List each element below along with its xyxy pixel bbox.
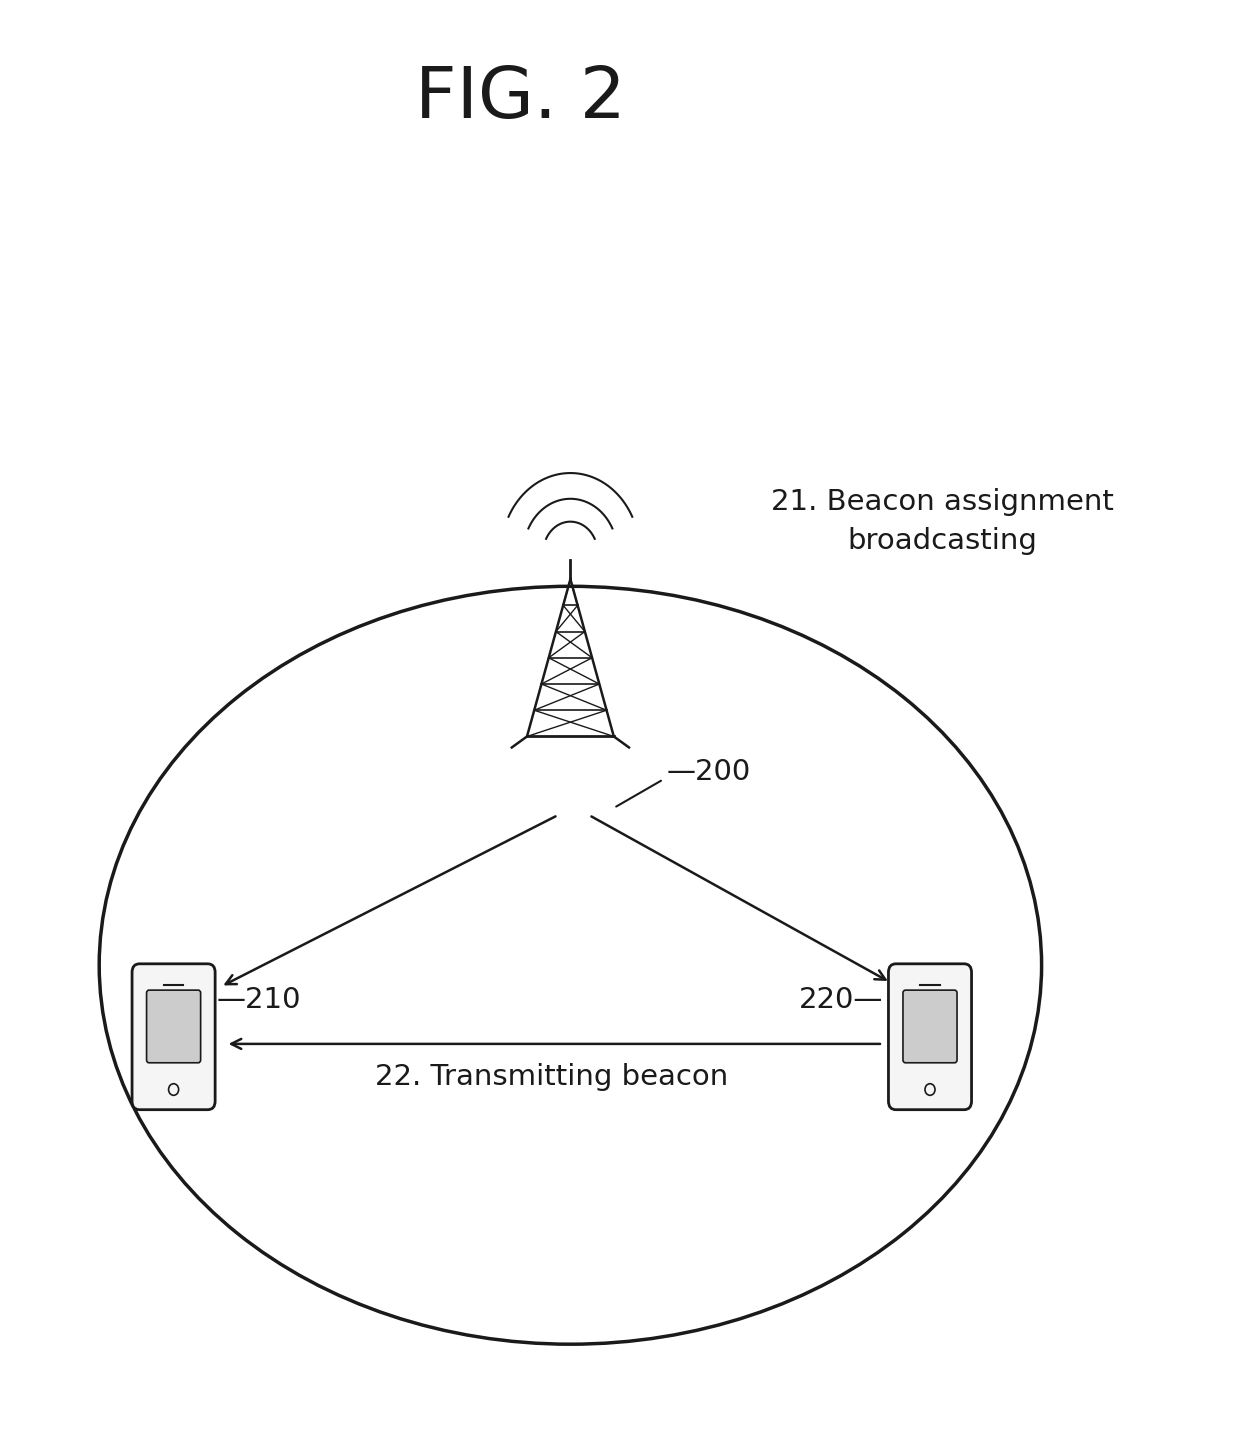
Text: 21. Beacon assignment
broadcasting: 21. Beacon assignment broadcasting (771, 489, 1114, 555)
Text: FIG. 2: FIG. 2 (415, 64, 626, 133)
Text: —200: —200 (667, 758, 751, 787)
Text: 22. Transmitting beacon: 22. Transmitting beacon (376, 1062, 728, 1091)
FancyBboxPatch shape (146, 990, 201, 1062)
FancyBboxPatch shape (888, 964, 972, 1110)
FancyBboxPatch shape (131, 964, 216, 1110)
Text: —210: —210 (217, 985, 301, 1014)
Text: 220—: 220— (799, 985, 883, 1014)
FancyBboxPatch shape (903, 990, 957, 1062)
